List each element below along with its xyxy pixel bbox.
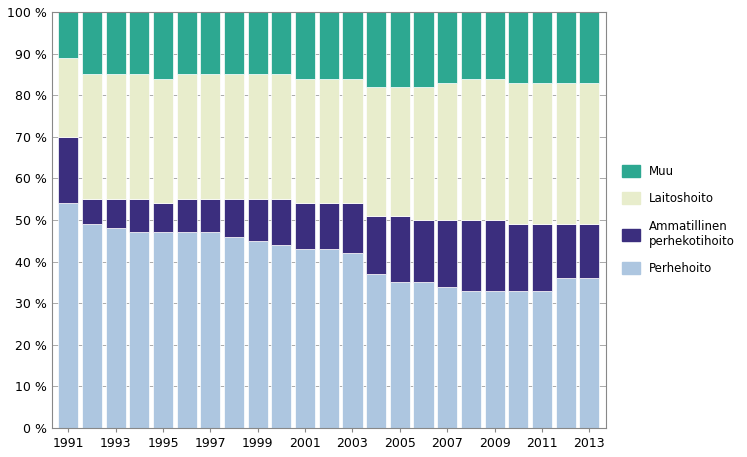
Bar: [556, 278, 576, 428]
Bar: [413, 282, 433, 428]
Bar: [508, 83, 528, 224]
Bar: [82, 74, 102, 199]
Bar: [295, 203, 315, 249]
Bar: [58, 58, 78, 137]
Bar: [342, 12, 362, 79]
Bar: [390, 12, 410, 87]
Bar: [413, 12, 433, 87]
Bar: [200, 199, 220, 233]
Bar: [461, 291, 481, 428]
Bar: [556, 224, 576, 278]
Bar: [579, 278, 599, 428]
Bar: [437, 220, 457, 287]
Bar: [319, 79, 339, 203]
Bar: [461, 12, 481, 79]
Bar: [319, 249, 339, 428]
Bar: [556, 12, 576, 83]
Bar: [176, 233, 196, 428]
Bar: [532, 224, 552, 291]
Bar: [248, 241, 267, 428]
Bar: [224, 199, 244, 237]
Bar: [105, 12, 125, 74]
Bar: [271, 245, 291, 428]
Bar: [153, 79, 173, 203]
Bar: [390, 216, 410, 282]
Bar: [295, 79, 315, 203]
Bar: [579, 224, 599, 278]
Bar: [390, 282, 410, 428]
Bar: [461, 220, 481, 291]
Bar: [176, 74, 196, 199]
Bar: [508, 12, 528, 83]
Bar: [437, 83, 457, 220]
Bar: [579, 83, 599, 224]
Bar: [485, 291, 505, 428]
Bar: [532, 12, 552, 83]
Bar: [200, 74, 220, 199]
Bar: [129, 74, 149, 199]
Bar: [413, 87, 433, 220]
Bar: [153, 12, 173, 79]
Bar: [319, 203, 339, 249]
Bar: [319, 12, 339, 79]
Bar: [82, 199, 102, 224]
Bar: [224, 12, 244, 74]
Bar: [508, 224, 528, 291]
Bar: [105, 74, 125, 199]
Bar: [58, 203, 78, 428]
Bar: [342, 253, 362, 428]
Bar: [295, 12, 315, 79]
Bar: [224, 237, 244, 428]
Bar: [556, 83, 576, 224]
Bar: [82, 224, 102, 428]
Bar: [532, 83, 552, 224]
Bar: [437, 12, 457, 83]
Bar: [176, 199, 196, 233]
Bar: [271, 199, 291, 245]
Bar: [390, 87, 410, 216]
Bar: [248, 12, 267, 74]
Bar: [176, 12, 196, 74]
Bar: [366, 12, 386, 87]
Bar: [485, 12, 505, 79]
Bar: [366, 216, 386, 274]
Bar: [129, 199, 149, 233]
Bar: [224, 74, 244, 199]
Bar: [58, 12, 78, 58]
Bar: [579, 12, 599, 83]
Bar: [153, 203, 173, 233]
Bar: [58, 137, 78, 203]
Bar: [342, 203, 362, 253]
Bar: [413, 220, 433, 282]
Bar: [129, 233, 149, 428]
Bar: [485, 220, 505, 291]
Bar: [105, 228, 125, 428]
Bar: [129, 12, 149, 74]
Bar: [200, 12, 220, 74]
Bar: [295, 249, 315, 428]
Bar: [271, 74, 291, 199]
Bar: [271, 12, 291, 74]
Bar: [366, 274, 386, 428]
Legend: Muu, Laitoshoito, Ammatillinen
perhekotihoito, Perhehoito: Muu, Laitoshoito, Ammatillinen perhekoti…: [617, 160, 740, 280]
Bar: [532, 291, 552, 428]
Bar: [437, 287, 457, 428]
Bar: [342, 79, 362, 203]
Bar: [366, 87, 386, 216]
Bar: [153, 233, 173, 428]
Bar: [461, 79, 481, 220]
Bar: [200, 233, 220, 428]
Bar: [248, 74, 267, 199]
Bar: [508, 291, 528, 428]
Bar: [485, 79, 505, 220]
Bar: [105, 199, 125, 228]
Bar: [82, 12, 102, 74]
Bar: [248, 199, 267, 241]
